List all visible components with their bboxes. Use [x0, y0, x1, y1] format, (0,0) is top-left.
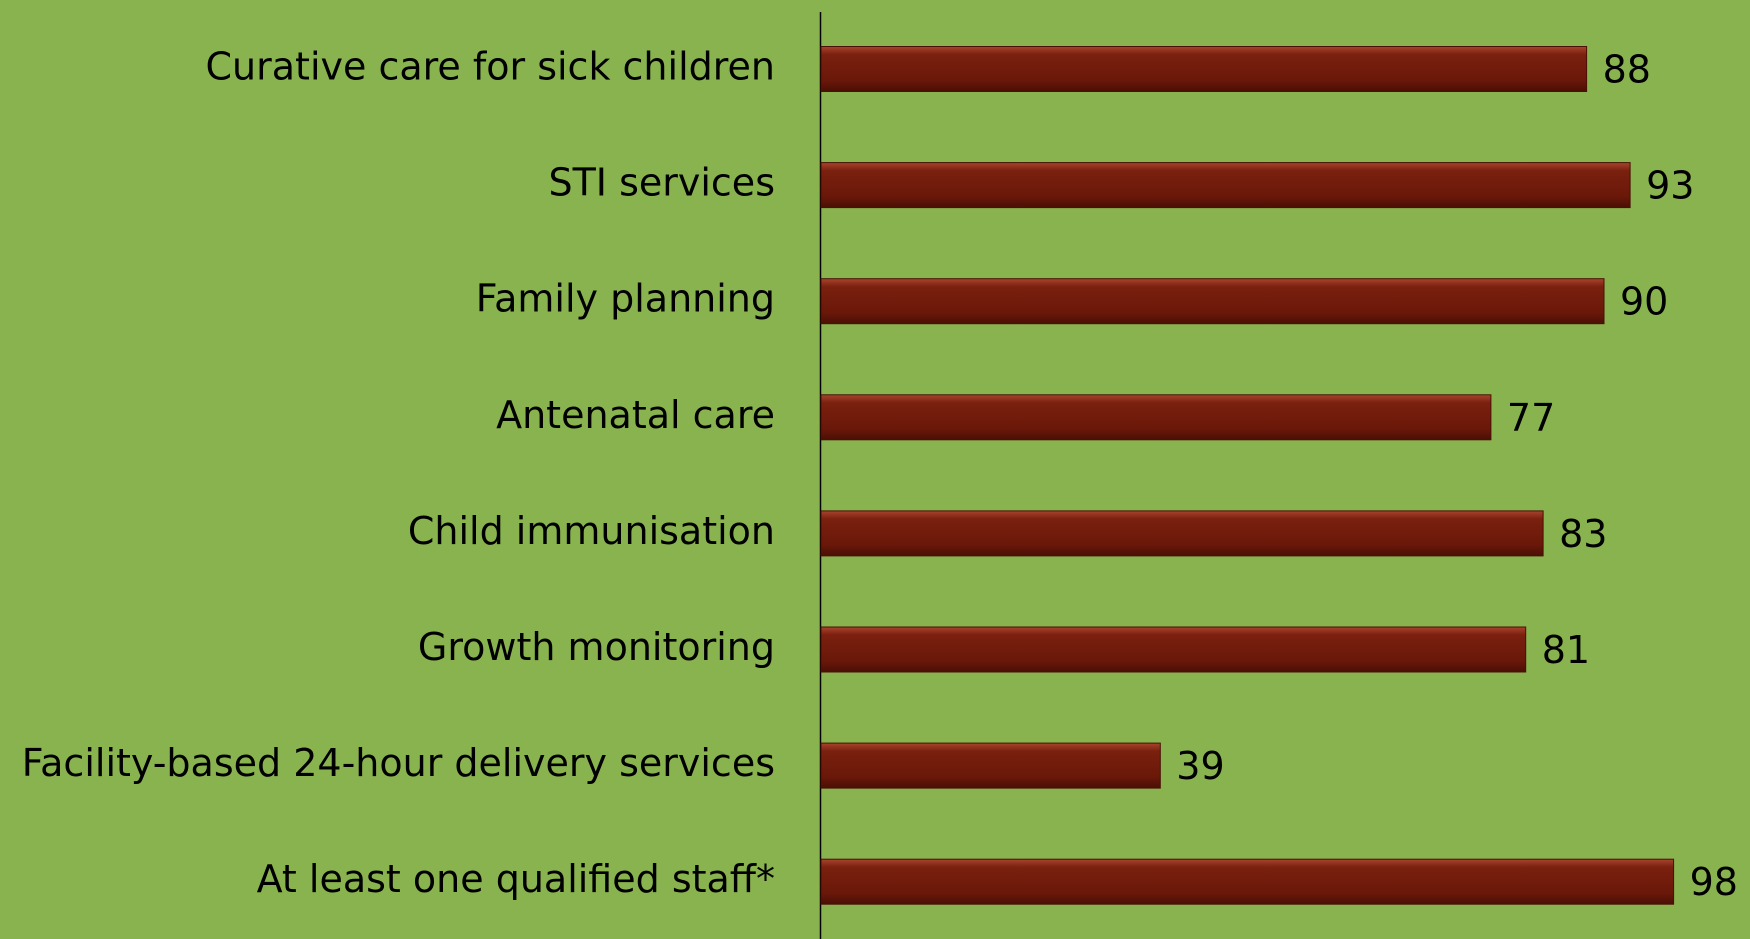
category-label: Curative care for sick children — [206, 45, 775, 89]
category-label: STI services — [548, 161, 775, 205]
data-label: 93 — [1646, 164, 1694, 208]
data-label: 83 — [1559, 512, 1607, 556]
data-label: 39 — [1176, 744, 1224, 788]
category-label: Family planning — [476, 277, 775, 321]
bar — [820, 278, 1605, 325]
bar — [820, 858, 1675, 905]
category-label: At least one qualified staff* — [257, 857, 775, 901]
category-label: Growth monitoring — [418, 625, 775, 669]
data-label: 90 — [1620, 280, 1668, 324]
data-label: 77 — [1507, 396, 1555, 440]
bar — [820, 162, 1631, 209]
data-label: 88 — [1603, 48, 1651, 92]
bar — [820, 742, 1161, 789]
category-label: Child immunisation — [408, 509, 775, 553]
bar — [820, 394, 1492, 441]
category-label: Antenatal care — [496, 393, 775, 437]
data-label: 98 — [1690, 860, 1738, 904]
category-label: Facility-based 24-hour delivery services — [22, 741, 775, 785]
bar — [820, 626, 1527, 673]
bar — [820, 510, 1544, 557]
data-label: 81 — [1542, 628, 1590, 672]
bar — [820, 46, 1588, 92]
